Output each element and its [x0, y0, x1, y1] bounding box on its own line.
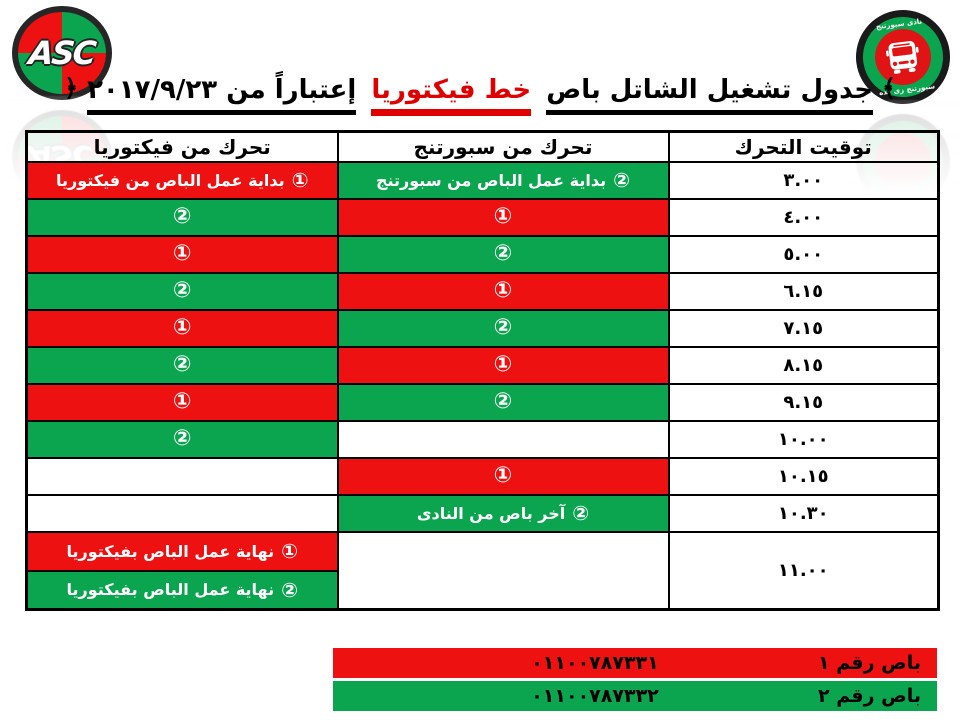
bus1-badge: ①	[172, 389, 192, 414]
bus2-badge: ②	[493, 389, 513, 414]
bus1-contact-row: باص رقم ١ ٠١١٠٠٧٨٧٣٣١	[333, 648, 937, 678]
bus1-badge: ①	[493, 278, 513, 303]
bus1-badge: ①	[172, 241, 192, 266]
time-cell: ١١.٠٠	[667, 530, 940, 611]
header-sporting: تحرك من سبورتنج	[336, 130, 670, 163]
victoria-cell: ① بداية عمل الباص من فيكتوريا	[25, 160, 339, 200]
victoria-cell: ①	[25, 382, 339, 422]
header-time: توقيت التحرك	[667, 130, 940, 163]
bus1-badge: ①	[281, 539, 299, 563]
bus2-label: باص رقم ٢	[818, 685, 921, 707]
bus2-badge: ②	[281, 577, 299, 602]
table-row: ٨.١٥ ① ②	[25, 345, 940, 385]
title-ornament-left: ﴿	[63, 74, 78, 102]
bus1-label: باص رقم ١	[818, 652, 921, 674]
bus2-badge: ②	[572, 501, 590, 525]
table-row: ١١.٠٠ ① نهاية عمل الباص بفيكتوريا	[25, 530, 940, 611]
bus-schedule-table: توقيت التحرك تحرك من سبورتنج تحرك من فيك…	[25, 130, 940, 611]
bus2-badge: ②	[493, 315, 513, 340]
victoria-cell: ②	[25, 345, 339, 385]
sporting-cell: ② آخر باص من النادى	[336, 493, 670, 533]
sporting-cell: ②	[336, 234, 670, 274]
bus2-contact-row: باص رقم ٢ ٠١١٠٠٧٨٧٣٣٢	[333, 681, 937, 711]
table-row: ٣.٠٠ ② بداية عمل الباص من سبورتنج ① بداية …	[25, 160, 940, 200]
sporting-cell: ①	[336, 456, 670, 496]
table-row: ١٠.٣٠ ② آخر باص من النادى	[25, 493, 940, 533]
sporting-cell: ①	[336, 271, 670, 311]
sporting-cell-empty	[336, 419, 670, 459]
victoria-cell: ②	[25, 197, 339, 237]
slide-title: ﴾ جدول تشغيل الشاتل باص خط فيكتوريا إعتب…	[0, 74, 960, 116]
bus2-badge: ②	[172, 204, 192, 229]
asc-monogram: ASC	[27, 34, 97, 72]
bus1-badge: ①	[493, 463, 513, 488]
time-cell: ١٠.١٥	[667, 456, 940, 496]
bus2-phone: ٠١١٠٠٧٨٧٣٣٢	[531, 685, 659, 707]
bus1-badge: ①	[291, 168, 309, 192]
sporting-cell: ②	[336, 308, 670, 348]
time-cell: ٤.٠٠	[667, 197, 940, 237]
table-row: ② نهاية عمل الباص بفيكتوريا	[25, 569, 939, 611]
title-part1: جدول تشغيل الشاتل باص	[546, 75, 873, 115]
table-row: ٦.١٥ ① ②	[25, 271, 940, 311]
bus1-badge: ①	[172, 315, 192, 340]
table-row: ٤.٠٠ ① ②	[25, 197, 940, 237]
header-row: توقيت التحرك تحرك من سبورتنج تحرك من فيك…	[25, 130, 940, 163]
victoria-cell-empty	[25, 456, 339, 496]
bus2-badge: ②	[172, 278, 192, 303]
victoria-cell-empty	[25, 493, 339, 533]
bus2-badge: ②	[613, 168, 631, 192]
asc-club-logo: ASC	[12, 6, 112, 100]
header-victoria: تحرك من فيكتوريا	[25, 130, 339, 163]
table-row: ١٠.٠٠ ②	[25, 419, 940, 459]
sporting-cell: ② بداية عمل الباص من سبورتنج	[336, 160, 670, 200]
table-row: ٩.١٥ ② ①	[25, 382, 940, 422]
victoria-cell: ②	[25, 271, 339, 311]
table-row: ٧.١٥ ② ①	[25, 308, 940, 348]
bus-icon	[885, 41, 919, 74]
bus2-badge: ②	[172, 426, 192, 451]
bus1-badge: ①	[493, 204, 513, 229]
table-row: ٥.٠٠ ② ①	[25, 234, 940, 274]
title-line-name: خط فيكتوريا	[371, 75, 532, 116]
time-cell: ١٠.٠٠	[667, 419, 940, 459]
bus1-phone: ٠١١٠٠٧٨٧٣٣١	[531, 652, 659, 674]
logo-green-ring: نادى سبورتنج سبورتنج زى كده	[858, 12, 948, 102]
sporting-cell-empty	[336, 530, 670, 611]
logo-red-core	[871, 25, 935, 89]
time-cell: ٧.١٥	[667, 308, 940, 348]
time-cell: ٥.٠٠	[667, 234, 940, 274]
victoria-cell: ② نهاية عمل الباص بفيكتوريا	[25, 569, 339, 611]
sporting-cell: ①	[336, 345, 670, 385]
table-row: ١٠.١٥ ①	[25, 456, 940, 496]
time-cell: ٣.٠٠	[667, 160, 940, 200]
bus2-badge: ②	[493, 241, 513, 266]
bus2-badge: ②	[172, 352, 192, 377]
time-cell: ١٠.٣٠	[667, 493, 940, 533]
victoria-cell: ①	[25, 234, 339, 274]
title-part2: إعتباراً من ٢٠١٧/٩/٢٣	[87, 75, 357, 115]
time-cell: ٨.١٥	[667, 345, 940, 385]
contact-section: باص رقم ١ ٠١١٠٠٧٨٧٣٣١ باص رقم ٢ ٠١١٠٠٧٨٧…	[333, 648, 937, 714]
victoria-cell: ① نهاية عمل الباص بفيكتوريا	[25, 530, 339, 572]
bus1-badge: ①	[493, 352, 513, 377]
sporting-cell: ②	[336, 382, 670, 422]
time-cell: ٩.١٥	[667, 382, 940, 422]
victoria-cell: ②	[25, 419, 339, 459]
sporting-cell: ①	[336, 197, 670, 237]
title-date: ٢٠١٧/٩/٢٣	[87, 75, 218, 105]
title-ornament-right: ﴾	[882, 74, 897, 102]
victoria-cell: ①	[25, 308, 339, 348]
time-cell: ٦.١٥	[667, 271, 940, 311]
sporting-bus-logo: نادى سبورتنج سبورتنج زى كده	[850, 4, 956, 110]
